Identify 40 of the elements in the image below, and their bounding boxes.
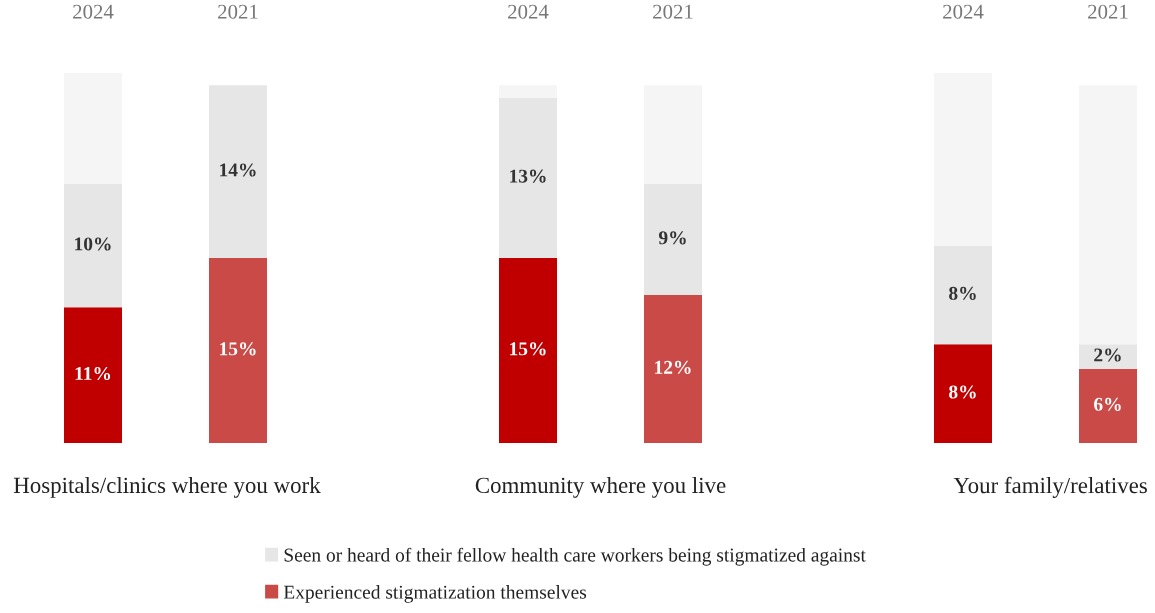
data-label: 8%: [949, 385, 976, 399]
data-label: 15%: [220, 342, 256, 356]
x-tick-label: 2024: [508, 4, 549, 19]
text: Your family/relatives: [953, 476, 1147, 498]
x-tick-label: 2021: [218, 4, 258, 19]
text: Hospitals/clinics where you work: [13, 476, 321, 498]
legend-label: Experienced stigmatization themselves: [283, 585, 587, 603]
bar: [644, 85, 702, 184]
bar: [499, 85, 557, 98]
bar: [934, 245, 992, 345]
bar: [209, 85, 267, 258]
data-label: 6%: [1094, 397, 1121, 411]
x-tick-label: 2021: [1088, 4, 1128, 19]
x-tick-label: 2024: [943, 4, 984, 19]
bar: [64, 184, 122, 308]
bar: [499, 258, 557, 443]
data-label: 9%: [658, 231, 686, 245]
x-tick-label: 2024: [73, 4, 114, 19]
data-label: 2%: [1094, 348, 1121, 362]
bar: [934, 73, 992, 246]
bar: [644, 184, 702, 295]
text: Community where you live: [475, 476, 726, 498]
bar: [1079, 85, 1137, 345]
bar: [64, 307, 122, 443]
bar: [1079, 369, 1137, 443]
bar: [64, 73, 122, 184]
bar: [644, 295, 702, 443]
bar: [209, 258, 267, 443]
data-label: 15%: [510, 342, 546, 356]
x-tick-label: 2021: [653, 4, 693, 19]
bar: [934, 344, 992, 443]
data-label: 12%: [655, 360, 691, 374]
bar: [1079, 344, 1137, 369]
data-label: 11%: [75, 366, 111, 381]
bar: [499, 97, 557, 258]
data-label: 10%: [75, 237, 111, 251]
data-label: 8%: [949, 286, 976, 300]
legend-label: Seen or heard of their fellow health care workers being stigmatized against: [284, 547, 866, 566]
data-label: 14%: [220, 163, 256, 177]
data-label: 13%: [510, 169, 546, 183]
